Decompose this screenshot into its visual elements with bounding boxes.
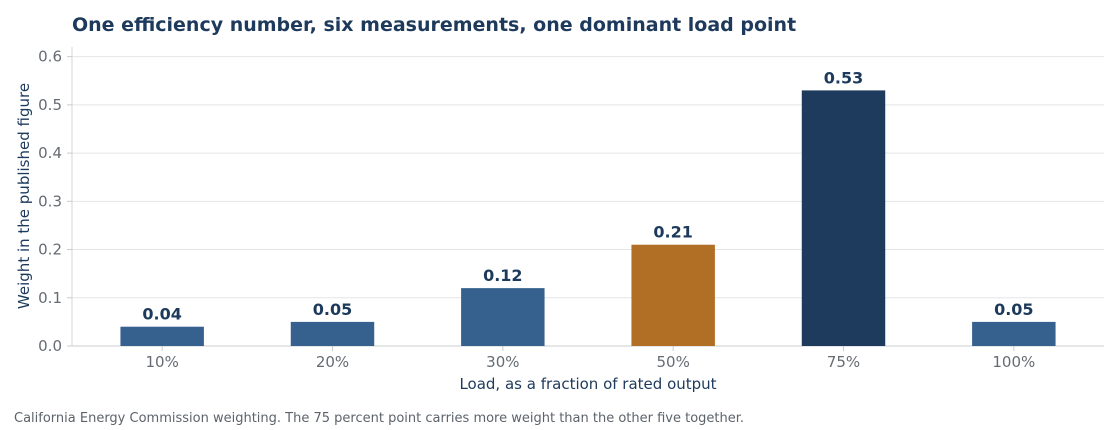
data-label: 0.53 xyxy=(824,68,863,87)
bar-100-percent xyxy=(972,321,1056,346)
y-axis-label: Weight in the published figure xyxy=(15,83,33,309)
y-tick-label: 0.4 xyxy=(38,144,62,162)
y-tick-label: 0.3 xyxy=(38,192,62,210)
data-label: 0.05 xyxy=(313,300,352,319)
gridlines xyxy=(72,56,1104,299)
data-label: 0.05 xyxy=(994,300,1033,319)
x-tick-label: 20% xyxy=(316,353,349,371)
bars xyxy=(120,90,1056,346)
y-tick-label: 0.1 xyxy=(38,289,62,307)
data-label: 0.04 xyxy=(142,305,181,324)
y-tick-label: 0.2 xyxy=(38,241,62,259)
data-label: 0.21 xyxy=(653,223,692,242)
y-tick-labels: 0.0 0.1 0.2 0.3 0.4 0.5 0.6 xyxy=(38,48,72,355)
data-labels: 0.04 0.05 0.12 0.21 0.53 0.05 xyxy=(142,68,1033,323)
x-tick-label: 50% xyxy=(656,353,689,371)
chart-title: One efficiency number, six measurements,… xyxy=(72,14,796,36)
y-tick-label: 0.5 xyxy=(38,96,62,114)
bar-20-percent xyxy=(290,321,375,346)
y-tick-label: 0.6 xyxy=(38,48,62,66)
bar-30-percent xyxy=(461,288,545,346)
chart-caption: California Energy Commission weighting. … xyxy=(14,411,744,426)
data-label: 0.12 xyxy=(483,266,522,285)
x-tick-labels: 10% 20% 30% 50% 75% 100% xyxy=(145,346,1035,371)
x-tick-label: 75% xyxy=(827,353,860,371)
x-tick-label: 30% xyxy=(486,353,519,371)
x-axis-label: Load, as a fraction of rated output xyxy=(459,375,716,393)
x-tick-label: 100% xyxy=(992,353,1035,371)
bar-50-percent xyxy=(631,244,715,346)
bar-10-percent xyxy=(120,326,204,346)
x-tick-label: 10% xyxy=(145,353,178,371)
bar-75-percent xyxy=(801,90,886,346)
y-tick-label: 0.0 xyxy=(38,337,62,355)
